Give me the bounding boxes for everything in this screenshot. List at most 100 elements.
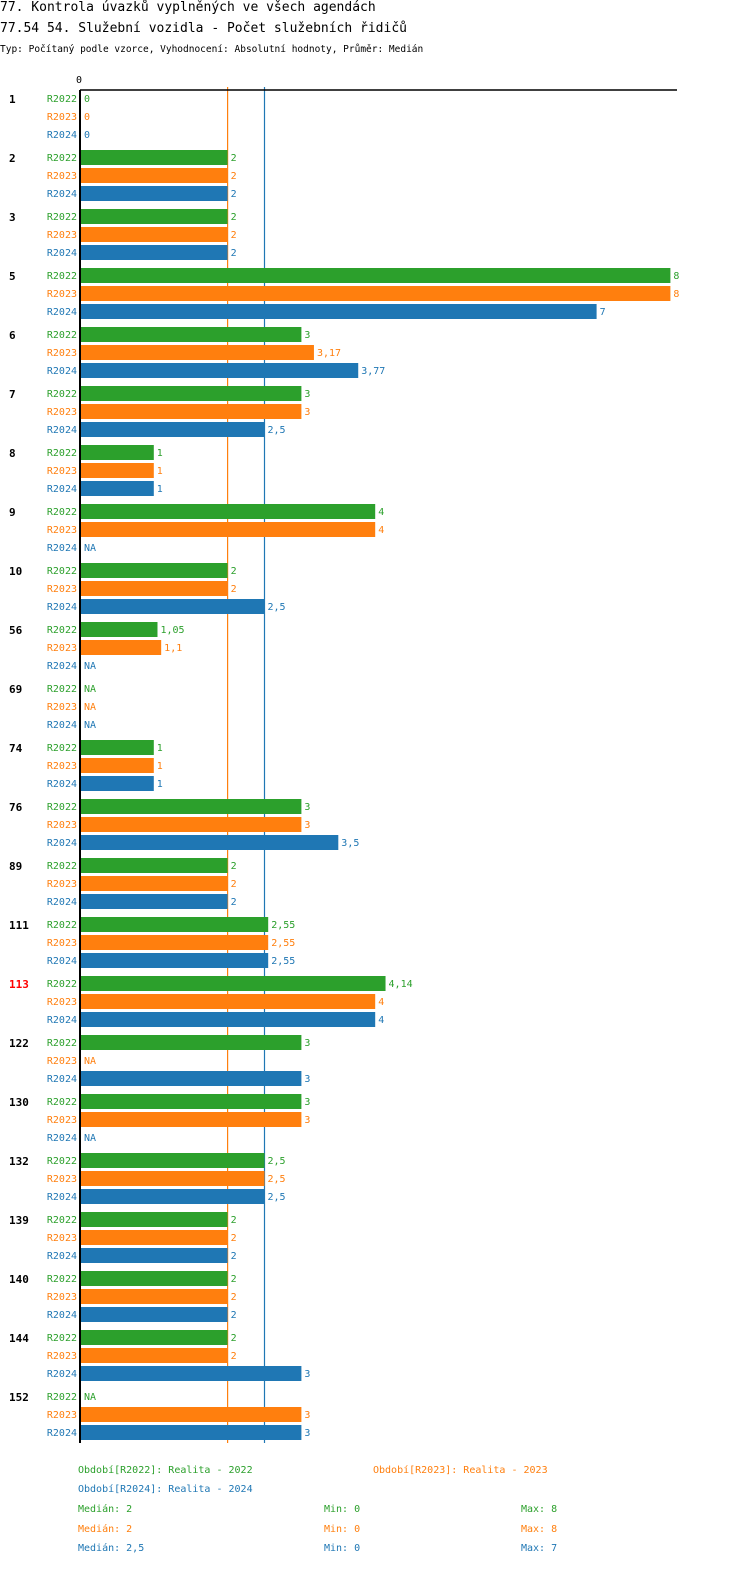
series-label: R2023: [47, 820, 77, 831]
series-label: R2024: [47, 1192, 77, 1203]
series-label: R2024: [47, 1251, 77, 1262]
bar: [80, 1307, 228, 1322]
series-label: R2023: [47, 1410, 77, 1421]
series-label: R2022: [47, 1215, 77, 1226]
value-label: 3: [304, 389, 310, 400]
value-label: 3: [304, 820, 310, 831]
value-label: NA: [84, 661, 96, 672]
group-label: 140: [9, 1273, 29, 1286]
group-label: 152: [9, 1391, 29, 1404]
stat-median-r2022: Medián: 2: [78, 1504, 133, 1515]
value-label: 3: [304, 1038, 310, 1049]
value-label: 4: [378, 525, 384, 536]
legend-item-r2023: Období[R2023]: Realita - 2023: [373, 1465, 548, 1476]
bar: [80, 1271, 228, 1286]
group-label: 111: [9, 919, 29, 932]
series-label: R2024: [47, 425, 77, 436]
bar: [80, 363, 359, 378]
series-label: R2024: [47, 1428, 77, 1439]
series-label: R2024: [47, 248, 77, 259]
bar: [80, 776, 154, 791]
bar: [80, 504, 376, 519]
value-label: NA: [84, 720, 96, 731]
group-label: 56: [9, 624, 23, 637]
value-label: 0: [84, 94, 90, 105]
series-label: R2024: [47, 897, 77, 908]
bar: [80, 1112, 302, 1127]
group-label: 5: [9, 270, 16, 283]
value-label: 3: [304, 1115, 310, 1126]
bar: [80, 563, 228, 578]
series-label: R2023: [47, 997, 77, 1008]
series-label: R2024: [47, 1133, 77, 1144]
chart-subtitle: 77.54 54. Služební vozidla - Počet služe…: [0, 21, 407, 36]
series-label: R2024: [47, 779, 77, 790]
bar: [80, 1153, 265, 1168]
bar: [80, 445, 154, 460]
bar: [80, 1348, 228, 1363]
series-label: R2022: [47, 271, 77, 282]
value-label: 3: [304, 1097, 310, 1108]
series-label: R2023: [47, 584, 77, 595]
value-label: 1: [157, 779, 163, 790]
bar: [80, 640, 162, 655]
group-label: 89: [9, 860, 22, 873]
series-label: R2024: [47, 838, 77, 849]
stat-median-r2023: Medián: 2: [78, 1523, 133, 1535]
series-label: R2023: [47, 643, 77, 654]
value-label: 3: [304, 1428, 310, 1439]
stat-median-r2024: Medián: 2,5: [78, 1543, 145, 1554]
series-label: R2022: [47, 1392, 77, 1403]
group-label: 74: [9, 742, 23, 755]
value-label: 2: [231, 189, 237, 200]
value-label: 2: [231, 584, 237, 595]
series-label: R2022: [47, 448, 77, 459]
value-label: 8: [673, 271, 679, 282]
bar: [80, 327, 302, 342]
series-label: R2024: [47, 366, 77, 377]
series-label: R2022: [47, 153, 77, 164]
series-label: R2024: [47, 956, 77, 967]
value-label: 2: [231, 171, 237, 182]
value-label: 4: [378, 997, 384, 1008]
value-label: NA: [84, 543, 96, 554]
series-label: R2022: [47, 1333, 77, 1344]
series-label: R2022: [47, 1274, 77, 1285]
bar: [80, 286, 671, 301]
series-label: R2024: [47, 1310, 77, 1321]
stat-max-r2024: Max: 7: [521, 1543, 558, 1554]
group-label: 132: [9, 1155, 29, 1168]
bar: [80, 976, 386, 991]
bar: [80, 953, 269, 968]
bar: [80, 1407, 302, 1422]
value-label: 1: [157, 466, 163, 477]
bar: [80, 622, 158, 637]
bar: [80, 1171, 265, 1186]
stat-min-r2022: Min: 0: [324, 1504, 361, 1515]
bar: [80, 581, 228, 596]
value-label: 2: [231, 1215, 237, 1226]
series-label: R2023: [47, 289, 77, 300]
value-label: 0: [84, 112, 90, 123]
x-tick-label: 0: [76, 75, 82, 86]
bar: [80, 876, 228, 891]
series-label: R2023: [47, 230, 77, 241]
value-label: 2: [231, 1251, 237, 1262]
bar: [80, 345, 314, 360]
bar: [80, 386, 302, 401]
legend-item-r2022: Období[R2022]: Realita - 2022: [78, 1465, 253, 1476]
bar: [80, 404, 302, 419]
bar: [80, 740, 154, 755]
series-label: R2023: [47, 1115, 77, 1126]
value-label: 3,77: [361, 366, 385, 377]
group-label: 130: [9, 1096, 29, 1109]
series-label: R2022: [47, 1038, 77, 1049]
series-label: R2024: [47, 307, 77, 318]
value-label: 3,17: [317, 348, 341, 359]
series-label: R2024: [47, 543, 77, 554]
value-label: 2,5: [268, 1174, 286, 1185]
value-label: 2: [231, 566, 237, 577]
value-label: 2: [231, 153, 237, 164]
value-label: NA: [84, 1056, 96, 1067]
series-label: R2023: [47, 171, 77, 182]
